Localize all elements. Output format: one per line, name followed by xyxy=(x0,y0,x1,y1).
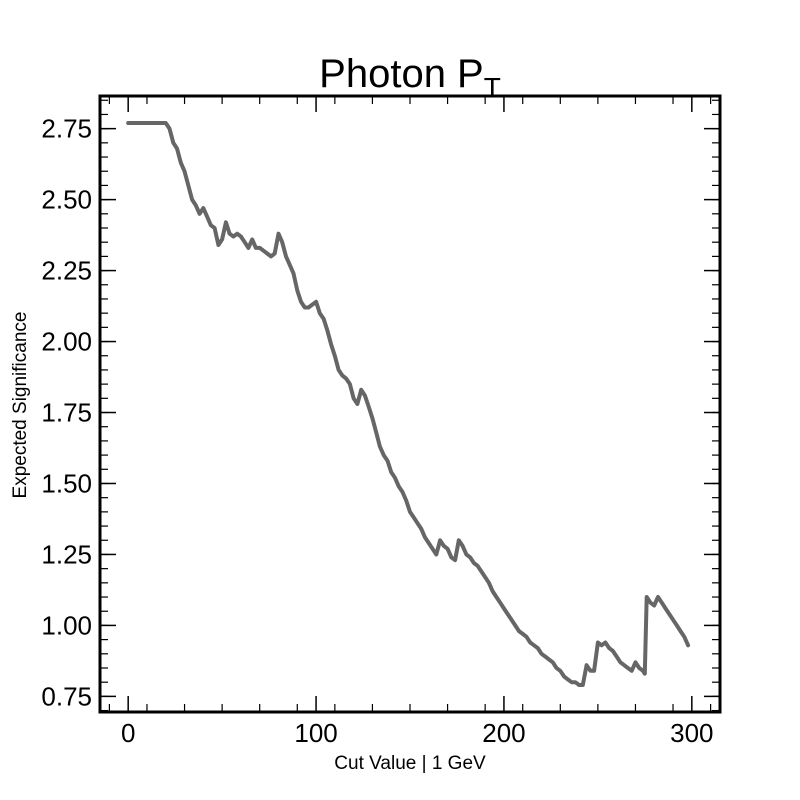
y-tick-label: 1.50 xyxy=(41,468,92,498)
series-line-0 xyxy=(126,121,691,687)
y-tick-label: 1.00 xyxy=(41,610,92,640)
y-axis-label: Expected Significance xyxy=(10,312,31,499)
x-tick-label: 200 xyxy=(482,718,525,748)
x-axis-label: Cut Value | 1 GeV xyxy=(334,753,486,774)
chart-title-subscript: T xyxy=(484,72,501,103)
y-tick-label: 1.25 xyxy=(41,539,92,569)
y-tick-label: 2.50 xyxy=(41,185,92,215)
y-tick-label: 2.00 xyxy=(41,327,92,357)
x-tick-label: 100 xyxy=(294,718,337,748)
plot-area: 0 100 200 300 0.75 1.00 1.25 1.50 1.75 2.00 2.25 2.… xyxy=(41,94,722,748)
x-tick-label: 300 xyxy=(670,718,713,748)
y-tick-label: 1.75 xyxy=(41,398,92,428)
y-tick-label: 2.25 xyxy=(41,256,92,286)
chart-title-main: Photon P xyxy=(319,52,484,96)
plot-frame xyxy=(98,94,722,714)
x-tick-label: 0 xyxy=(121,718,135,748)
y-tick-label: 2.75 xyxy=(41,114,92,144)
y-tick-label: 0.75 xyxy=(41,681,92,711)
